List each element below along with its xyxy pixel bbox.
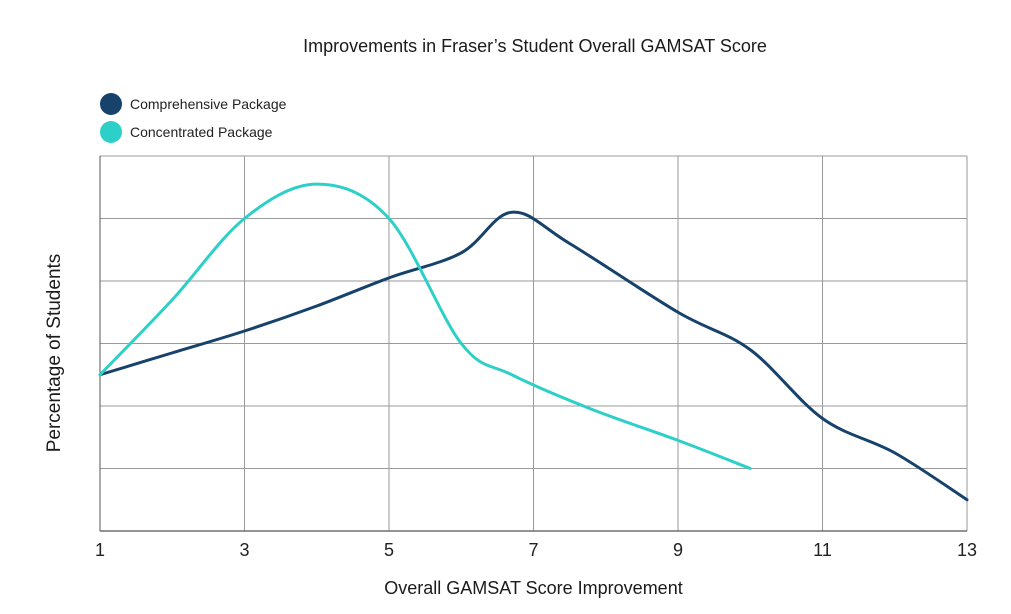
- x-tick-label: 7: [528, 540, 538, 560]
- x-axis-label: Overall GAMSAT Score Improvement: [384, 578, 683, 598]
- legend-swatch-comprehensive: [100, 93, 122, 115]
- series-lines: [98, 182, 969, 502]
- series-line-concentrated: [98, 182, 752, 470]
- legend-label-comprehensive: Comprehensive Package: [130, 96, 287, 112]
- legend-item-concentrated: Concentrated Package: [100, 121, 272, 143]
- chart-title: Improvements in Fraser’s Student Overall…: [303, 36, 767, 56]
- x-tick-label: 9: [673, 540, 683, 560]
- x-tick-label: 5: [384, 540, 394, 560]
- y-axis-label: Percentage of Students: [44, 253, 65, 453]
- x-tick-label: 1: [95, 540, 105, 560]
- x-tick-label: 3: [239, 540, 249, 560]
- x-tick-label: 13: [957, 540, 977, 560]
- grid: [99, 155, 968, 532]
- legend-item-comprehensive: Comprehensive Package: [100, 93, 286, 115]
- x-tick-labels: 1 3 5 7 9 11 13: [95, 540, 977, 560]
- legend-label-concentrated: Concentrated Package: [130, 124, 273, 140]
- series-line-comprehensive: [98, 210, 969, 502]
- x-tick-label: 11: [813, 540, 832, 560]
- legend-swatch-concentrated: [100, 121, 122, 143]
